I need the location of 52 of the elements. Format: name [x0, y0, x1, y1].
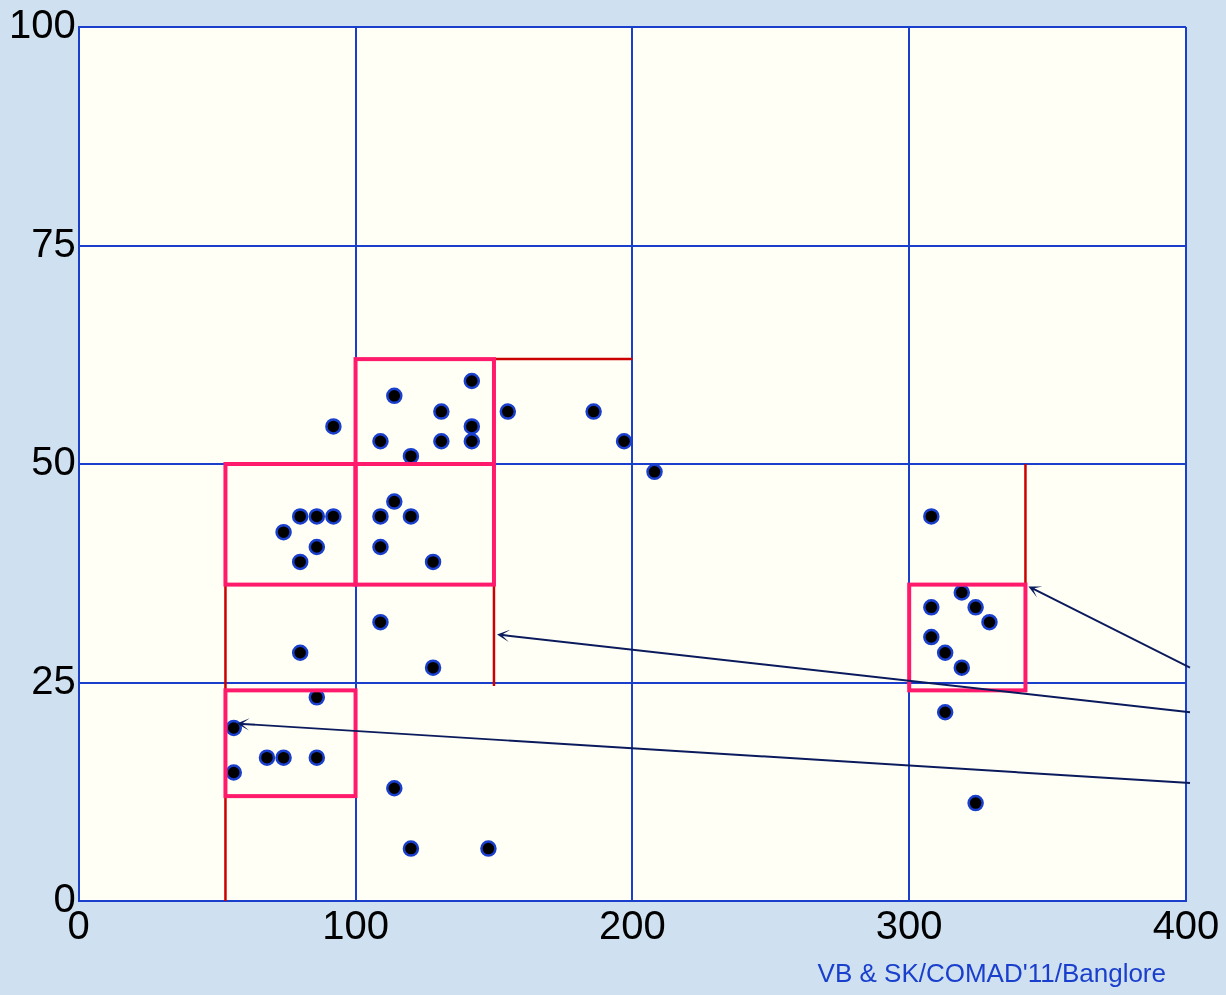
x-tick-label: 200 — [598, 903, 666, 948]
point — [258, 749, 276, 766]
y-tick-label: 75 — [31, 220, 76, 265]
y-tick-label: 50 — [31, 439, 76, 484]
point — [936, 644, 954, 662]
point — [923, 628, 940, 646]
point — [463, 433, 481, 450]
point — [402, 840, 420, 857]
point — [386, 780, 403, 797]
point — [967, 599, 984, 616]
point — [225, 719, 243, 737]
point — [433, 403, 450, 420]
point — [308, 749, 326, 766]
x-tick-label: 400 — [1152, 903, 1220, 948]
point — [499, 403, 517, 420]
y-tick-label: 25 — [31, 657, 76, 702]
point — [585, 403, 602, 420]
point — [953, 659, 971, 676]
point — [372, 538, 389, 556]
point — [325, 418, 342, 435]
text: VB & SK/COMAD'11/Banglore — [817, 958, 1166, 989]
point — [325, 508, 342, 525]
point — [433, 433, 450, 450]
point — [463, 372, 481, 390]
point — [372, 508, 389, 525]
point — [463, 418, 481, 435]
point — [936, 703, 954, 721]
point — [291, 508, 309, 525]
point — [424, 553, 442, 571]
point — [225, 764, 243, 781]
point — [308, 538, 326, 556]
point — [967, 794, 984, 812]
point — [291, 553, 309, 571]
point — [402, 508, 420, 525]
y-tick-label: 100 — [8, 2, 76, 47]
point — [981, 613, 998, 631]
point — [386, 493, 403, 510]
point — [923, 508, 940, 525]
point — [308, 508, 326, 525]
x-tick-label: 100 — [322, 903, 389, 948]
point — [386, 387, 403, 405]
point — [615, 433, 633, 450]
point — [480, 840, 497, 857]
point — [372, 613, 389, 631]
point — [275, 523, 292, 541]
point — [923, 599, 940, 616]
point — [291, 644, 309, 662]
point — [275, 749, 292, 766]
point — [372, 433, 389, 450]
point — [646, 463, 663, 481]
x-tick-label: 300 — [875, 903, 943, 948]
point — [424, 659, 442, 676]
